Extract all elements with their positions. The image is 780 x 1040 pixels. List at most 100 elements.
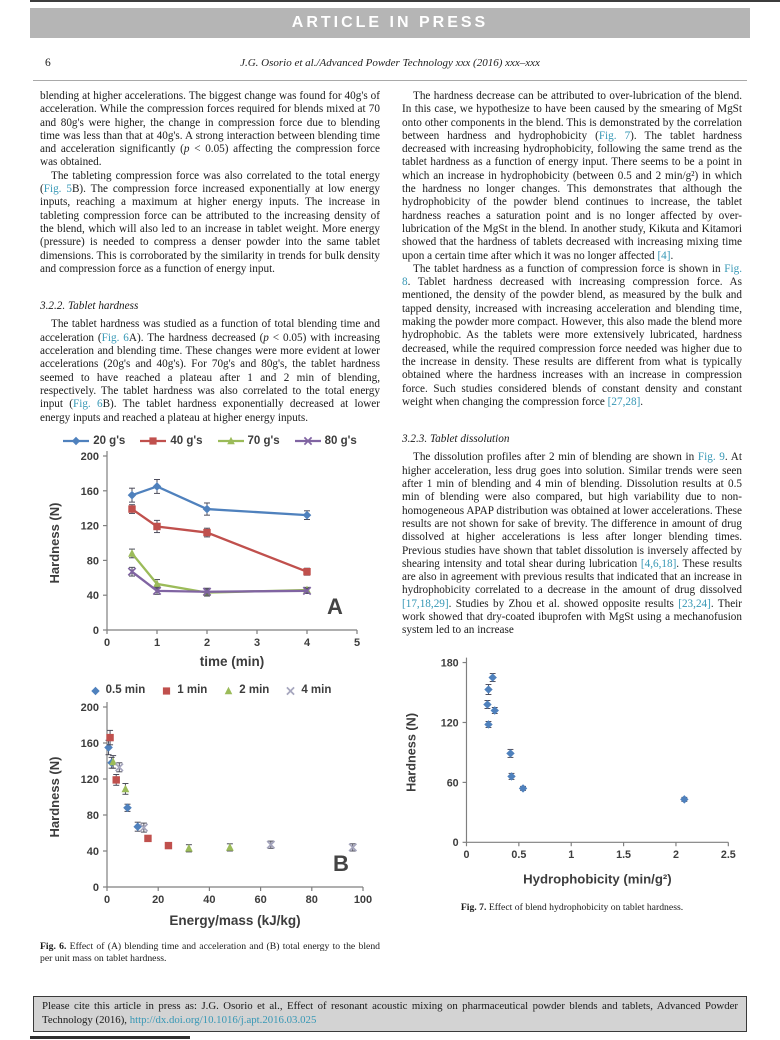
citation-link[interactable]: Fig. 9 bbox=[697, 451, 725, 464]
legend-label: 40 g's bbox=[170, 434, 203, 447]
fig6-caption: Fig. 6. Effect of (A) blending time and … bbox=[40, 941, 380, 965]
diamond-marker-icon bbox=[90, 686, 100, 695]
svg-text:A: A bbox=[327, 594, 343, 619]
svg-text:1: 1 bbox=[154, 637, 160, 649]
citation-link[interactable]: [27,28] bbox=[607, 395, 641, 408]
legend-item: 1 min bbox=[160, 684, 207, 697]
citation-footer-box: Please cite this article in press as: J.… bbox=[33, 996, 747, 1032]
text-segment: < 0.05) affecting the compression force … bbox=[40, 143, 380, 169]
text-segment: ). The tablet hardness decreased with in… bbox=[402, 129, 742, 262]
svg-text:Hardness (N): Hardness (N) bbox=[47, 503, 62, 584]
svg-text:0: 0 bbox=[93, 882, 99, 894]
section-heading-322: 3.2.2. Tablet hardness bbox=[40, 300, 139, 313]
triangle-marker-icon bbox=[217, 437, 244, 445]
svg-text:120: 120 bbox=[81, 521, 99, 533]
svg-text:180: 180 bbox=[441, 657, 459, 669]
svg-text:0: 0 bbox=[104, 637, 110, 649]
citation-link[interactable]: [4] bbox=[657, 249, 671, 262]
fig6a-legend: 20 g's 40 g's 70 g's 80 g's bbox=[40, 435, 380, 448]
svg-text:Hardness (N): Hardness (N) bbox=[405, 713, 419, 792]
fig7-plot: 0 60 120 180 0 0.5 1 1.5 2 2.5 Hydrophobicity (min… bbox=[405, 657, 736, 886]
svg-text:B: B bbox=[333, 851, 349, 876]
paragraph: The tablet hardness was studied as a fun… bbox=[40, 318, 380, 424]
citation-link[interactable]: Fig. 8 bbox=[402, 262, 742, 289]
text-segment: . bbox=[640, 395, 644, 408]
legend-label: 4 min bbox=[301, 684, 332, 697]
citation-link[interactable]: [17,18,29] bbox=[402, 597, 449, 610]
header-rule bbox=[33, 80, 747, 81]
svg-text:40: 40 bbox=[87, 590, 99, 602]
legend-item: 0.5 min bbox=[89, 684, 146, 697]
scan-artifact-bottom bbox=[30, 1036, 190, 1039]
svg-text:120: 120 bbox=[441, 717, 459, 729]
citation-link[interactable]: Fig. 5 bbox=[43, 183, 72, 196]
running-head: J.G. Osorio et al./Advanced Powder Techn… bbox=[240, 57, 540, 69]
legend-label: 70 g's bbox=[247, 434, 280, 447]
article-in-press-banner: ARTICLE IN PRESS bbox=[30, 8, 750, 38]
paragraph: blending at higher accelerations. The bi… bbox=[40, 90, 380, 170]
text-segment: The tableting compression force was also… bbox=[40, 169, 380, 196]
text-segment: Fig. 6. bbox=[40, 941, 67, 953]
fig6b-plot: 0 40 80 120 160 200 0 20 40 60 80 100 Energy/mass (k… bbox=[47, 702, 372, 928]
citation-link[interactable]: [23,24] bbox=[678, 597, 711, 610]
svg-text:0: 0 bbox=[453, 837, 459, 849]
doi-link[interactable]: http://dx.doi.org/10.1016/j.apt.2016.03.… bbox=[129, 1013, 317, 1026]
right-column: The hardness decrease can be attributed … bbox=[402, 90, 742, 965]
text-segment: p bbox=[183, 143, 190, 156]
legend-item: 20 g's bbox=[63, 435, 125, 448]
fig7-chart: 0 60 120 180 0 0.5 1 1.5 2 2.5 Hydrophobicity (min… bbox=[402, 648, 742, 894]
text-segment: B). The tablet hardness exponentially de… bbox=[40, 398, 381, 424]
page-number: 6 bbox=[45, 57, 51, 69]
citation-link[interactable]: Fig. 6 bbox=[72, 398, 103, 411]
text-segment: p bbox=[263, 331, 269, 344]
banner-label: ARTICLE IN PRESS bbox=[291, 14, 489, 31]
legend-label: 1 min bbox=[177, 684, 208, 697]
svg-text:3: 3 bbox=[254, 637, 260, 649]
citation-link[interactable]: Fig. 6 bbox=[101, 331, 129, 344]
svg-text:Hydrophobicity (min/g²): Hydrophobicity (min/g²) bbox=[523, 871, 672, 886]
svg-text:0: 0 bbox=[104, 894, 110, 906]
fig7-caption: Fig. 7. Effect of blend hydrophobicity o… bbox=[402, 902, 742, 914]
svg-text:1: 1 bbox=[568, 849, 574, 861]
legend-label: 20 g's bbox=[93, 434, 126, 447]
legend-label: 0.5 min bbox=[105, 684, 146, 697]
svg-text:0: 0 bbox=[93, 625, 99, 637]
text-segment: . bbox=[670, 249, 674, 262]
text-segment: B). The compression force increased expo… bbox=[40, 183, 380, 275]
svg-text:200: 200 bbox=[81, 451, 99, 463]
svg-text:80: 80 bbox=[306, 894, 318, 906]
text-segment: . Studies by Zhou et al. showed opposite… bbox=[448, 597, 679, 610]
text-segment: A). The hardness decreased ( bbox=[128, 331, 264, 344]
fig6b-chart: 0.5 min 1 min 2 min 4 min 0 40 80 120 160 200 0 20 4… bbox=[40, 684, 380, 933]
scan-artifact-top bbox=[30, 0, 780, 2]
text-segment: . Their work showed that dry-coated ibup… bbox=[402, 597, 742, 637]
legend-item: 80 g's bbox=[294, 435, 357, 448]
text-segment: blending at higher accelerations. The bi… bbox=[40, 90, 380, 156]
x-marker-icon bbox=[286, 686, 296, 695]
svg-text:Hardness (N): Hardness (N) bbox=[47, 757, 62, 838]
svg-text:0.5: 0.5 bbox=[511, 849, 526, 861]
svg-text:time (min): time (min) bbox=[200, 654, 265, 669]
text-segment: Effect of (A) blending time and accelera… bbox=[40, 941, 381, 965]
svg-text:4: 4 bbox=[304, 637, 311, 649]
svg-text:2.5: 2.5 bbox=[721, 849, 736, 861]
svg-text:60: 60 bbox=[254, 894, 266, 906]
text-segment: Fig. 7. bbox=[460, 901, 487, 913]
square-marker-icon bbox=[140, 437, 167, 446]
paragraph: The tableting compression force was also… bbox=[40, 170, 380, 276]
text-segment: Effect of blend hydrophobicity on tablet… bbox=[486, 901, 684, 913]
svg-text:0: 0 bbox=[463, 849, 469, 861]
svg-text:1.5: 1.5 bbox=[616, 849, 631, 861]
legend-label: 2 min bbox=[239, 684, 270, 697]
svg-text:160: 160 bbox=[81, 486, 99, 498]
legend-item: 4 min bbox=[284, 684, 331, 697]
square-marker-icon bbox=[163, 687, 171, 695]
citation-link[interactable]: Fig. 7 bbox=[598, 129, 631, 142]
text-segment: . Tablet hardness decreased with increas… bbox=[402, 276, 742, 408]
triangle-marker-icon bbox=[224, 686, 233, 694]
svg-text:20: 20 bbox=[152, 894, 164, 906]
citation-link[interactable]: [4,6,18] bbox=[640, 557, 677, 570]
svg-text:80: 80 bbox=[87, 556, 99, 568]
svg-text:100: 100 bbox=[354, 894, 372, 906]
